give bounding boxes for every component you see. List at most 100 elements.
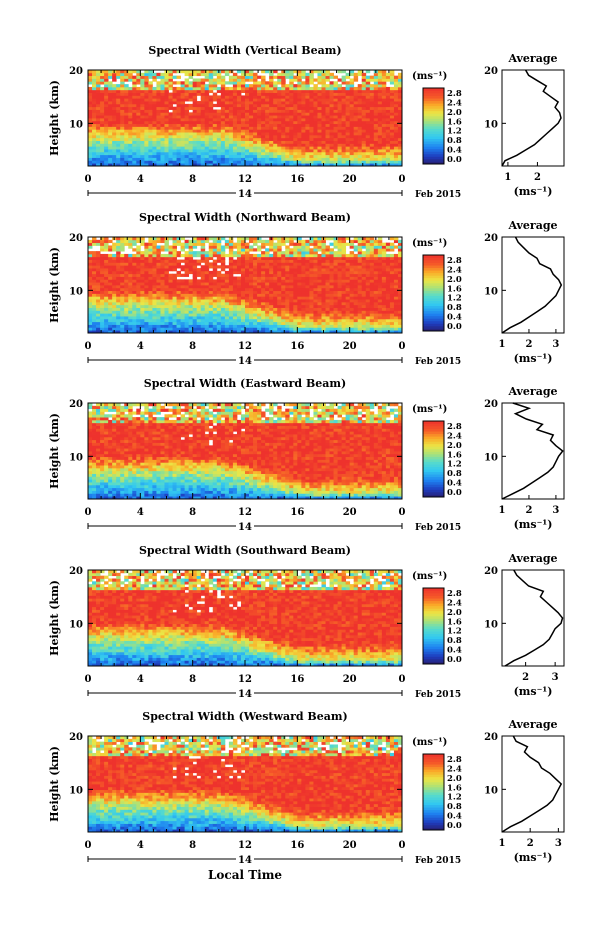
heatmap-cell (168, 253, 173, 258)
heatmap-cell (381, 72, 387, 77)
heatmap-cell (204, 285, 210, 289)
heatmap-cell (293, 327, 298, 331)
heatmap-cell (92, 157, 97, 161)
heatmap-cell (148, 296, 153, 300)
heatmap-cell (257, 321, 262, 325)
heatmap-cell (152, 92, 157, 96)
heatmap-cell (228, 268, 234, 272)
heatmap-cell (361, 95, 367, 99)
heatmap-cell (265, 268, 270, 272)
heatmap-cell (240, 89, 246, 93)
heatmap-cell (281, 327, 286, 331)
heatmap-cell (249, 259, 254, 263)
heatmap-cell (357, 330, 363, 334)
heatmap-cell (196, 109, 202, 113)
heatmap-cell (265, 163, 270, 167)
heatmap-cell (377, 163, 383, 167)
heatmap-cell (349, 112, 355, 116)
heatmap-cell (156, 84, 161, 88)
heatmap-cell (136, 296, 141, 300)
heatmap-cell (333, 273, 338, 277)
heatmap-cell (228, 157, 234, 161)
heatmap-cell (297, 106, 302, 110)
heatmap-cell (373, 248, 379, 252)
heatmap-cell (140, 134, 145, 139)
heatmap-cell (164, 149, 169, 153)
heatmap-cell (224, 98, 230, 102)
heatmap-cell (345, 146, 351, 150)
heatmap-cell (216, 120, 222, 125)
heatmap-cell (337, 103, 343, 108)
heatmap-cell (96, 290, 101, 294)
heatmap-cell (100, 70, 105, 74)
heatmap-cell (112, 89, 117, 93)
colorbar-swatch (423, 88, 444, 91)
heatmap-cell (104, 112, 109, 116)
heatmap-cell (100, 81, 105, 85)
heatmap-cell (257, 268, 262, 272)
heatmap-cell (257, 285, 262, 289)
heatmap-cell (289, 75, 294, 79)
heatmap-cell (265, 279, 270, 283)
heatmap-cell (116, 293, 121, 297)
heatmap-cell (200, 134, 206, 139)
heatmap-cell (349, 92, 355, 96)
heatmap-cell (112, 256, 117, 260)
heatmap-cell (152, 287, 157, 292)
heatmap-cell (88, 245, 93, 249)
heatmap-cell (249, 106, 254, 110)
heatmap-cell (104, 245, 109, 249)
heatmap-cell (156, 327, 161, 331)
heatmap-cell (393, 123, 399, 127)
heatmap-cell (385, 95, 391, 99)
heatmap-cell (265, 149, 270, 153)
heatmap-cell (136, 307, 141, 311)
heatmap-cell (108, 307, 113, 311)
heatmap-cell (132, 126, 137, 130)
heatmap-cell (337, 304, 343, 308)
heatmap-cell (245, 253, 250, 258)
heatmap-cell (116, 245, 121, 249)
heatmap-cell (349, 327, 355, 331)
heatmap-cell (100, 103, 105, 108)
heatmap-cell (128, 321, 133, 325)
heatmap-cell (92, 98, 97, 102)
heatmap-cell (88, 78, 93, 82)
heatmap-cell (281, 81, 286, 85)
heatmap-cell (88, 109, 93, 113)
heatmap-cell (301, 321, 306, 325)
heatmap-cell (168, 330, 173, 334)
heatmap-cell (317, 268, 322, 272)
heatmap-cell (285, 143, 290, 147)
heatmap-cell (116, 287, 121, 292)
heatmap-cell (305, 140, 310, 144)
heatmap-cell (236, 253, 242, 258)
heatmap-cell (112, 301, 117, 306)
heatmap-cell (232, 318, 238, 323)
heatmap-cell (140, 253, 145, 258)
heatmap-cell (228, 251, 234, 255)
heatmap-cell (369, 270, 375, 275)
heatmap-cell (204, 330, 210, 334)
heatmap-cell (329, 132, 334, 136)
heatmap-cell (168, 313, 173, 317)
heatmap-cell (325, 330, 330, 334)
heatmap-cell (337, 301, 343, 306)
heatmap-cell (313, 268, 318, 272)
heatmap-cell (104, 75, 109, 79)
heatmap-cell (120, 160, 125, 164)
heatmap-cell (297, 242, 302, 246)
heatmap-cell (365, 256, 371, 260)
heatmap-cell (236, 256, 242, 260)
heatmap-cell (313, 276, 318, 280)
heatmap-cell (373, 126, 379, 130)
heatmap-cell (212, 239, 218, 244)
heatmap-cell (112, 287, 117, 292)
heatmap-cell (144, 95, 149, 99)
heatmap-cell (305, 118, 310, 122)
heatmap-cell (88, 134, 93, 139)
heatmap-cell (92, 120, 97, 125)
heatmap-cell (333, 98, 338, 102)
heatmap-cell (236, 149, 242, 153)
heatmap-cell (184, 293, 190, 297)
